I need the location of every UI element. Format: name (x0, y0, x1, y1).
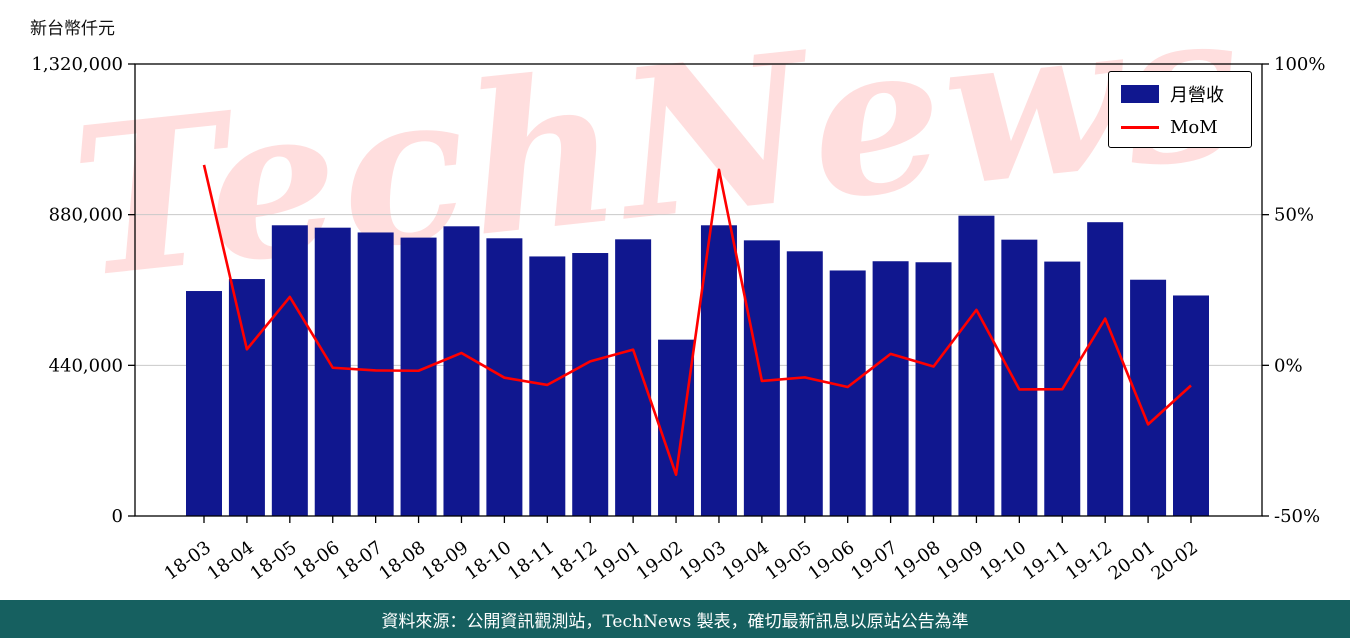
revenue-bar-18-09 (443, 226, 480, 517)
x-tick-label: 19-02 (633, 537, 687, 584)
legend-line-swatch-icon (1121, 126, 1159, 129)
x-tick-label: 18-12 (547, 537, 601, 584)
revenue-bar-19-01 (615, 239, 652, 516)
x-tick-label: 19-03 (676, 537, 730, 584)
x-tick-label: 19-08 (890, 537, 944, 584)
legend-line-label: MoM (1170, 117, 1218, 138)
x-tick-label: 19-10 (976, 537, 1030, 584)
legend-bar-label: 月營收 (1170, 85, 1224, 106)
revenue-bar-18-03 (186, 291, 222, 516)
right-tick-label: 0% (1274, 355, 1303, 376)
revenue-bar-19-08 (915, 262, 952, 516)
x-tick-label: 20-01 (1105, 537, 1159, 584)
x-tick-label: 20-02 (1148, 537, 1202, 584)
x-tick-label: 18-03 (161, 537, 215, 584)
x-tick-label: 19-11 (1019, 537, 1073, 584)
revenue-bar-19-06 (829, 270, 866, 516)
revenue-bar-20-02 (1173, 295, 1209, 516)
x-tick-label: 19-04 (718, 537, 772, 584)
legend: 月營收 MoM (1108, 71, 1252, 148)
right-tick-label: 50% (1274, 205, 1314, 226)
x-tick-label: 18-05 (246, 537, 300, 584)
legend-bar-swatch-icon (1121, 85, 1159, 103)
x-tick-label: 18-08 (375, 537, 429, 584)
left-tick-label: 1,320,000 (31, 54, 123, 75)
revenue-bar-18-08 (400, 237, 437, 517)
x-tick-label: 18-04 (204, 537, 258, 584)
revenue-bar-18-07 (357, 232, 394, 517)
revenue-bar-19-03 (700, 225, 737, 517)
legend-row-mom: MoM (1121, 117, 1239, 138)
left-tick-label: 880,000 (49, 205, 123, 226)
x-tick-label: 19-05 (761, 537, 815, 584)
x-tick-label: 18-09 (418, 537, 472, 584)
revenue-bar-20-01 (1130, 279, 1167, 516)
revenue-bar-19-12 (1087, 222, 1124, 516)
revenue-bar-18-04 (228, 279, 265, 516)
revenue-bar-19-09 (958, 215, 995, 516)
legend-row-revenue: 月營收 (1121, 81, 1239, 107)
revenue-bar-18-11 (529, 256, 566, 516)
source-footer-text: 資料來源：公開資訊觀測站，TechNews 製表，確切最新訊息以原站公告為準 (381, 611, 969, 632)
x-tick-label: 19-07 (847, 537, 901, 584)
plot-frame (134, 63, 1263, 517)
revenue-bar-19-07 (872, 261, 909, 516)
revenue-bar-19-10 (1001, 239, 1038, 516)
revenue-bar-19-02 (658, 339, 695, 516)
revenue-bar-19-05 (786, 251, 823, 516)
source-footer: 資料來源：公開資訊觀測站，TechNews 製表，確切最新訊息以原站公告為準 (0, 600, 1350, 638)
x-tick-label: 19-01 (590, 537, 644, 584)
right-tick-label: -50% (1274, 506, 1320, 527)
right-tick-label: 100% (1274, 54, 1325, 75)
left-tick-label: 440,000 (49, 355, 123, 376)
revenue-bar-18-06 (314, 227, 351, 517)
x-tick-label: 18-10 (461, 537, 515, 584)
left-tick-label: 0 (112, 506, 123, 527)
x-tick-label: 19-06 (804, 537, 858, 584)
left-axis-title: 新台幣仟元 (30, 19, 115, 39)
x-tick-label: 18-07 (332, 537, 386, 584)
revenue-bar-18-05 (271, 225, 308, 517)
x-tick-label: 19-09 (933, 537, 987, 584)
x-tick-label: 18-06 (289, 537, 343, 584)
revenue-mom-chart: 0 440,000 880,000 1,320,000 -50% 0% 50% 100% 18-… (31, 54, 1325, 585)
mom-line (202, 164, 1192, 477)
x-tick-label: 18-11 (504, 537, 558, 584)
revenue-bar-18-12 (572, 253, 609, 516)
x-tick-label: 19-12 (1062, 537, 1116, 584)
